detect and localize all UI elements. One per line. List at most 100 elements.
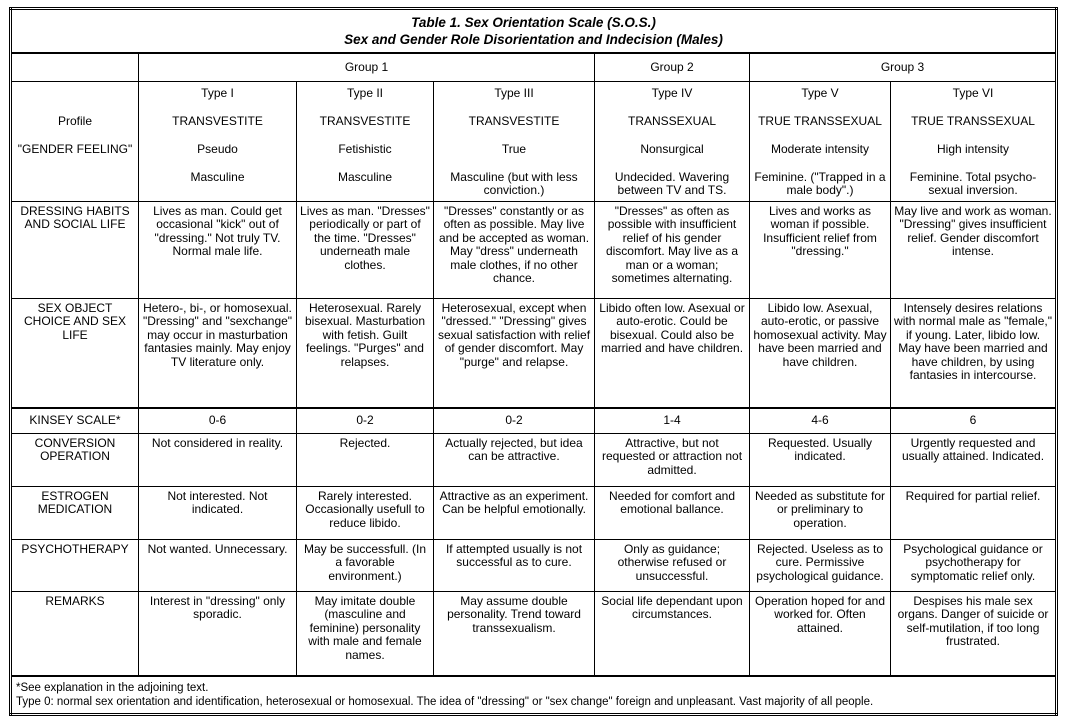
profile-name: TRANSVESTITE bbox=[319, 113, 411, 128]
table-cell: Psychological guidance or psychotherapy … bbox=[889, 538, 1058, 592]
row-label: CONVERSION OPERATION bbox=[10, 432, 139, 487]
profile-type: Type IV bbox=[651, 85, 693, 100]
row-label: DRESSING HABITS AND SOCIAL LIFE bbox=[10, 200, 139, 299]
profile-type: Type II bbox=[346, 85, 384, 100]
table-cell: Lives as man. "Dresses" periodically or … bbox=[296, 200, 434, 299]
profile-type: Type V bbox=[801, 85, 839, 100]
profile-row: Profile "GENDER FEELING" Type I TRANSVEST… bbox=[10, 80, 1058, 202]
table-cell: May be successfull. (In a favorable envi… bbox=[296, 538, 434, 592]
table-cell: Despises his male sex organs. Danger of … bbox=[889, 590, 1058, 677]
profile-feeling: Feminine. Total psycho-sexual inversion. bbox=[909, 169, 1037, 197]
footnote-type-0: Type 0: normal sex orientation and ident… bbox=[16, 696, 874, 708]
table-cell: Not wanted. Unnecessary. bbox=[138, 538, 297, 592]
table-cell: Not considered in reality. bbox=[138, 432, 297, 487]
profile-name: TRUE TRANSSEXUAL bbox=[911, 113, 1035, 128]
table-cell: "Dresses" constantly or as often as poss… bbox=[433, 200, 595, 299]
table-title: Table 1. Sex Orientation Scale (S.O.S.) bbox=[411, 15, 656, 30]
profile-label-cell: Profile "GENDER FEELING" bbox=[10, 80, 139, 202]
empty-corner bbox=[10, 52, 139, 82]
table-cell: Needed as substitute for or preliminary … bbox=[749, 485, 891, 540]
profile-type: Type VI bbox=[952, 85, 994, 100]
profile-cell-type-3: Type III TRANSVESTITE True Masculine (but w… bbox=[433, 80, 595, 202]
table-cell: Urgently requested and usually attained.… bbox=[889, 432, 1058, 487]
profile-name: TRANSSEXUAL bbox=[627, 113, 717, 128]
table-cell: Required for partial relief. bbox=[889, 485, 1058, 540]
profile-cell-type-6: Type VI TRUE TRANSSEXUAL High intensity Fem… bbox=[889, 80, 1058, 202]
table-cell: 0-2 bbox=[433, 407, 595, 434]
table-cell: Rarely interested. Occasionally usefull … bbox=[296, 485, 434, 540]
table-cell: Needed for comfort and emotional ballanc… bbox=[594, 485, 750, 540]
row-label: REMARKS bbox=[10, 590, 139, 677]
profile-label bbox=[14, 166, 136, 194]
profile-kind: Pseudo bbox=[197, 141, 238, 156]
table-cell: Requested. Usually indicated. bbox=[749, 432, 891, 487]
profile-feeling: Masculine (but with less conviction.) bbox=[450, 169, 578, 197]
footnotes: *See explanation in the adjoining text. … bbox=[9, 675, 1058, 715]
table-subtitle: Sex and Gender Role Disorientation and I… bbox=[344, 32, 723, 47]
table-cell: Lives and works as woman if possible. In… bbox=[749, 200, 891, 299]
table-cell: May assume double personality. Trend tow… bbox=[433, 590, 595, 677]
profile-name: TRANSVESTITE bbox=[172, 113, 263, 128]
table-row: DRESSING HABITS AND SOCIAL LIFE Lives as … bbox=[10, 200, 1058, 299]
table-cell: Social life dependant upon circumstances… bbox=[594, 590, 750, 677]
profile-cell-type-2: Type II TRANSVESTITE Fetishistic Masculine bbox=[296, 80, 434, 202]
row-label: KINSEY SCALE* bbox=[10, 407, 139, 434]
profile-cell-type-5: Type V TRUE TRANSSEXUAL Moderate intensity… bbox=[749, 80, 891, 202]
table-cell: May imitate double (masculine and femini… bbox=[296, 590, 434, 677]
profile-label: Profile bbox=[57, 113, 92, 128]
table-cell: Only as guidance; otherwise refused or u… bbox=[594, 538, 750, 592]
sos-table: Table 1. Sex Orientation Scale (S.O.S.) … bbox=[9, 7, 1059, 716]
profile-feeling: Masculine bbox=[337, 169, 393, 184]
table-cell: Heterosexual. Rarely bisexual. Masturbat… bbox=[296, 297, 434, 409]
table-cell: Intensely desires relations with normal … bbox=[889, 297, 1058, 409]
group-2-header: Group 2 bbox=[594, 52, 750, 82]
table-cell: "Dresses" as often as possible with insu… bbox=[594, 200, 750, 299]
table-cell: Operation hoped for and worked for. Ofte… bbox=[749, 590, 891, 677]
profile-feeling: Masculine bbox=[190, 169, 245, 184]
table-cell: Rejected. Useless as to cure. Permissive… bbox=[749, 538, 891, 592]
table-cell: Hetero-, bi-, or homosexual. "Dressing" … bbox=[138, 297, 297, 409]
profile-feeling: Undecided. Wavering between TV and TS. bbox=[614, 169, 730, 197]
table-cell: Rejected. bbox=[296, 432, 434, 487]
table-cell: If attempted usually is not successful a… bbox=[433, 538, 595, 592]
profile-cell-type-4: Type IV TRANSSEXUAL Nonsurgical Undecided. … bbox=[594, 80, 750, 202]
table-row: KINSEY SCALE* 0-6 0-2 0-2 1-4 4-6 6 bbox=[10, 407, 1058, 434]
table-row: CONVERSION OPERATION Not considered in re… bbox=[10, 432, 1058, 487]
table-cell: Heterosexual, except when "dressed." "Dr… bbox=[433, 297, 595, 409]
table-row: REMARKS Interest in "dressing" only spora… bbox=[10, 590, 1058, 677]
table-cell: Attractive, but not requested or attract… bbox=[594, 432, 750, 487]
row-label: SEX OBJECT CHOICE AND SEX LIFE bbox=[10, 297, 139, 409]
table-cell: May live and work as woman. "Dressing" g… bbox=[889, 200, 1058, 299]
profile-kind: True bbox=[501, 141, 527, 156]
table-cell: 4-6 bbox=[749, 407, 891, 434]
table-cell: Lives as man. Could get occasional "kick… bbox=[138, 200, 297, 299]
table-row: SEX OBJECT CHOICE AND SEX LIFE Hetero-, b… bbox=[10, 297, 1058, 409]
table-cell: Interest in "dressing" only sporadic. bbox=[138, 590, 297, 677]
table-cell: Attractive as an experiment. Can be help… bbox=[433, 485, 595, 540]
profile-kind: Fetishistic bbox=[338, 141, 392, 156]
table-cell: Not interested. Not indicated. bbox=[138, 485, 297, 540]
profile-cell-type-1: Type I TRANSVESTITE Pseudo Masculine bbox=[138, 80, 297, 202]
profile-name: TRANSVESTITE bbox=[468, 113, 560, 128]
table-cell: 1-4 bbox=[594, 407, 750, 434]
group-3-header: Group 3 bbox=[748, 52, 1058, 82]
profile-kind: High intensity bbox=[936, 141, 1010, 156]
profile-type: Type III bbox=[494, 85, 534, 100]
profile-type: Type I bbox=[201, 85, 234, 100]
table-cell: Libido often low. Asexual or auto-erotic… bbox=[594, 297, 750, 409]
table-cell: 0-2 bbox=[296, 407, 434, 434]
profile-kind: Moderate intensity bbox=[770, 141, 870, 156]
table-cell: 0-6 bbox=[138, 407, 297, 434]
table-cell: Libido low. Asexual, auto-erotic, or pas… bbox=[749, 297, 891, 409]
group-1-header: Group 1 bbox=[138, 52, 595, 82]
profile-kind: Nonsurgical bbox=[640, 141, 704, 156]
table-row: PSYCHOTHERAPY Not wanted. Unnecessary. May… bbox=[10, 538, 1058, 592]
row-label: PSYCHOTHERAPY bbox=[10, 538, 139, 592]
table-cell: 6 bbox=[889, 407, 1058, 434]
table-row: ESTROGEN MEDICATION Not interested. Not i… bbox=[10, 485, 1058, 540]
profile-label bbox=[14, 82, 136, 110]
footnote-kinsey: *See explanation in the adjoining text. bbox=[16, 682, 209, 694]
gender-feeling-label: "GENDER FEELING" bbox=[17, 141, 133, 156]
profile-feeling: Feminine. ("Trapped in a male body".) bbox=[754, 169, 886, 197]
table-cell: Actually rejected, but idea can be attra… bbox=[433, 432, 595, 487]
